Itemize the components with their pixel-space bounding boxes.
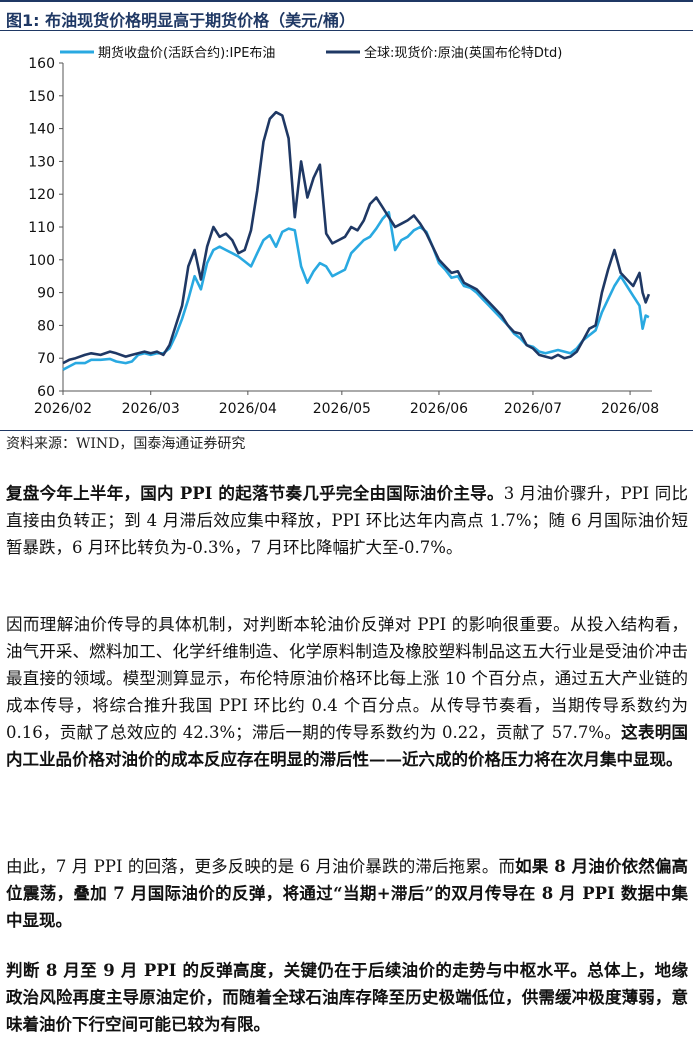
paragraph-4: 判断 8 月至 9 月 PPI 的反弹高度，关键仍在于后续油价的走势与中枢水平。… [6, 957, 688, 1038]
y-tick-label: 120 [28, 187, 55, 203]
paragraph-3-bold: 如果 8 月油价依然偏高位震荡，叠加 7 月国际油价的反弹，将通过“当期+滞后”… [6, 857, 688, 930]
paragraph-2: 因而理解油价传导的具体机制，对判断本轮油价反弹对 PPI 的影响很重要。从投入结… [6, 611, 688, 773]
x-tick-label: 2026/08 [601, 401, 659, 417]
y-tick-label: 80 [37, 318, 55, 334]
paragraph-2-bold: 这表明国内工业品价格对油价的成本反应存在明显的滞后性——近六成的价格压力将在次月… [6, 723, 689, 769]
paragraph-3: 由此，7 月 PPI 的回落，更多反映的是 6 月油价暴跌的滞后拖累。而如果 8… [6, 853, 688, 934]
series-line-1 [62, 210, 650, 371]
y-tick-label: 100 [28, 253, 55, 269]
y-tick-label: 70 [37, 351, 55, 367]
paragraph-1-bold: 复盘今年上半年，国内 PPI 的起落节奏几乎完全由国际油价主导。 [6, 484, 504, 503]
x-tick-label: 2026/04 [219, 401, 277, 417]
y-tick-label: 160 [28, 56, 55, 72]
paragraph-4-bold: 判断 8 月至 9 月 PPI 的反弹高度，关键仍在于后续油价的走势与中枢水平。… [6, 961, 688, 1034]
x-tick-label: 2026/02 [34, 401, 92, 417]
x-tick-label: 2026/07 [504, 401, 562, 417]
y-tick-label: 130 [28, 154, 55, 170]
paragraph-1-text: 3 月油价骤升，PPI 同比直接由负转正；到 4 月滞后效应集中释放，PPI 环… [6, 484, 688, 557]
legend-label-1: 期货收盘价(活跃合约):IPE布油 [98, 45, 275, 61]
x-tick-label: 2026/05 [313, 401, 371, 417]
figure-source: 资料来源：WIND，国泰海通证券研究 [0, 430, 693, 454]
price-line-chart: 60 70 80 90 100 110 120 130 140 150 160 2026/02 2026… [28, 45, 659, 417]
legend-label-2: 全球:现货价:原油(英国布伦特Dtd) [364, 45, 562, 61]
y-tick-label: 110 [28, 220, 55, 236]
y-tick-label: 60 [37, 384, 55, 400]
y-tick-label: 150 [28, 89, 55, 105]
y-tick-label: 90 [37, 286, 55, 302]
x-tick-label: 2026/06 [410, 401, 468, 417]
paragraph-2-text: 因而理解油价传导的具体机制，对判断本轮油价反弹对 PPI 的影响很重要。从投入结… [6, 615, 688, 742]
y-tick-label: 140 [28, 122, 55, 138]
paragraph-3-text: 由此，7 月 PPI 的回落，更多反映的是 6 月油价暴跌的滞后拖累。而 [6, 857, 516, 876]
series-line-2 [62, 110, 651, 365]
figure-title: 图1: 布油现货价格明显高于期货价格（美元/桶） [6, 11, 355, 30]
figure-header: 图1: 布油现货价格明显高于期货价格（美元/桶） [0, 0, 693, 31]
x-tick-label: 2026/03 [122, 401, 180, 417]
paragraph-1: 复盘今年上半年，国内 PPI 的起落节奏几乎完全由国际油价主导。3 月油价骤升，… [6, 480, 688, 561]
